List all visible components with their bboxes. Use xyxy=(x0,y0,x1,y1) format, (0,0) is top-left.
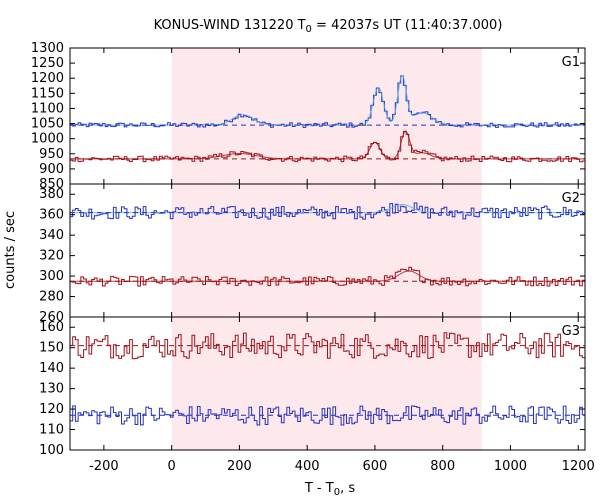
x-tick-label: 1200 xyxy=(562,459,595,474)
x-tick-label: 600 xyxy=(363,459,388,474)
x-tick-label: 200 xyxy=(227,459,252,474)
series-g2-blue xyxy=(70,202,585,220)
y-tick-label: 1000 xyxy=(31,132,64,147)
y-tick-label: 150 xyxy=(39,341,64,356)
chart-title: KONUS-WIND 131220 T0 = 42037s UT (11:40:… xyxy=(154,18,503,35)
series-g1-red xyxy=(70,130,585,163)
y-tick-label: 850 xyxy=(39,177,64,192)
x-tick-label: 400 xyxy=(295,459,320,474)
y-tick-label: 1050 xyxy=(31,117,64,132)
panel-frame-g3 xyxy=(69,316,586,451)
series-g3-red xyxy=(70,332,585,360)
y-tick-label: 260 xyxy=(39,310,64,325)
y-tick-label: 1150 xyxy=(31,86,64,101)
y-tick-label: 100 xyxy=(39,443,64,458)
panel-label-g1: G1 xyxy=(562,55,580,70)
x-axis-label: T - T0, s xyxy=(304,481,355,498)
y-tick-label: 120 xyxy=(39,402,64,417)
y-tick-label: 950 xyxy=(39,147,64,162)
x-tick-label: -200 xyxy=(89,459,119,474)
y-tick-label: 140 xyxy=(39,361,64,376)
y-tick-label: 280 xyxy=(39,290,64,305)
y-tick-label: 340 xyxy=(39,228,64,243)
y-tick-label: 130 xyxy=(39,382,64,397)
y-tick-label: 380 xyxy=(39,187,64,202)
y-tick-label: 360 xyxy=(39,208,64,223)
x-tick-label: 0 xyxy=(168,459,176,474)
highlight-interval xyxy=(171,48,482,450)
y-tick-label: 1300 xyxy=(31,41,64,56)
panel-label-g2: G2 xyxy=(562,191,580,206)
x-tick-label: 800 xyxy=(430,459,455,474)
y-tick-label: 1250 xyxy=(31,56,64,71)
y-axis-label: counts / sec xyxy=(3,211,18,289)
y-tick-label: 300 xyxy=(39,269,64,284)
y-tick-label: 110 xyxy=(39,423,64,438)
y-tick-label: 900 xyxy=(39,162,64,177)
plot-area: 8509009501000105011001150120012501300G12… xyxy=(31,41,595,474)
series-g3-blue xyxy=(70,405,585,426)
series-g1-blue xyxy=(70,75,585,128)
x-tick-label: 1000 xyxy=(494,459,527,474)
y-tick-label: 320 xyxy=(39,249,64,264)
y-tick-label: 160 xyxy=(39,320,64,335)
y-tick-label: 1200 xyxy=(31,71,64,86)
y-tick-label: 1100 xyxy=(31,101,64,116)
panel-label-g3: G3 xyxy=(562,324,580,339)
